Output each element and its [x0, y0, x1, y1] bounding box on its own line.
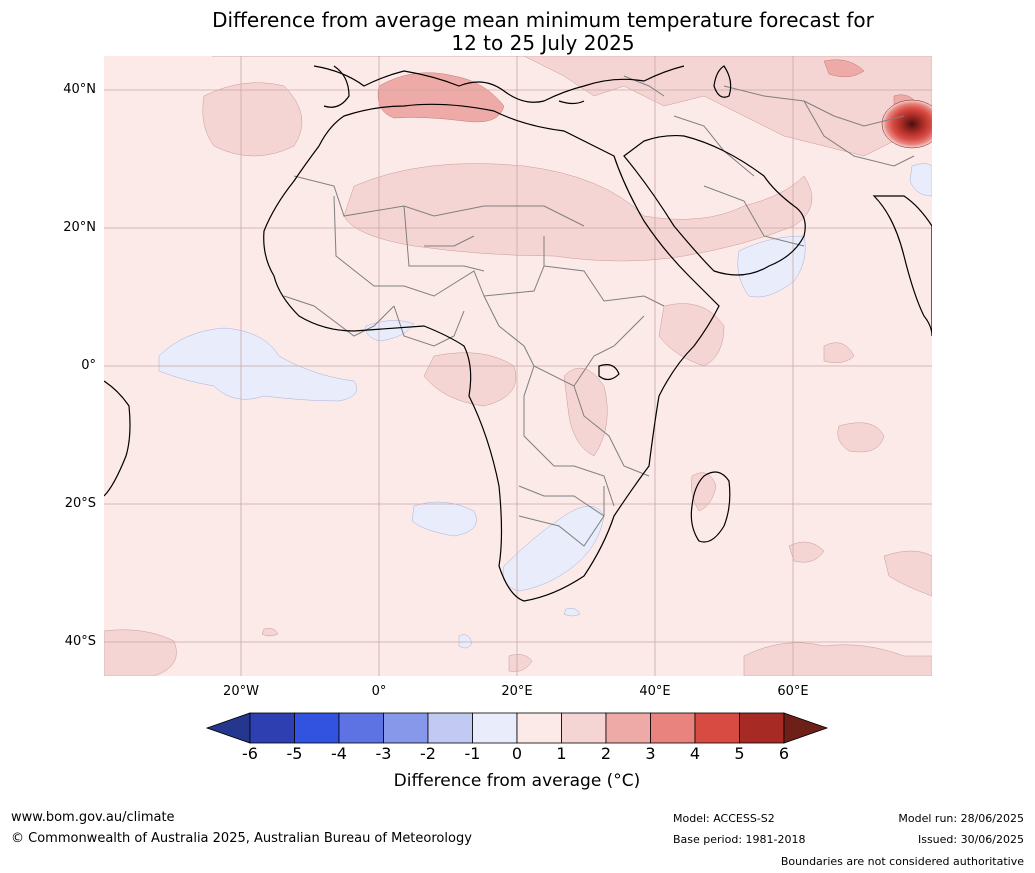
- lon-label-40e: 40°E: [639, 684, 671, 699]
- lat-label-0: 0°: [81, 358, 96, 373]
- lon-label-20e: 20°E: [501, 684, 533, 699]
- colorbar-tick-label: -3: [375, 744, 392, 763]
- graticule: [104, 56, 932, 676]
- colorbar-tick-label: 1: [556, 744, 567, 763]
- lon-label-0: 0°: [371, 684, 387, 699]
- colorbar-tick-label: 5: [734, 744, 745, 763]
- colorbar-segment: [561, 712, 607, 744]
- anomaly-minus-0-1-regions: [158, 163, 932, 649]
- lon-label-60e: 60°E: [777, 684, 809, 699]
- colorbar-tick-label: -4: [331, 744, 347, 763]
- colorbar-tick-label: -5: [286, 744, 303, 763]
- footer-model-run: Model run: 28/06/2025: [898, 812, 1024, 825]
- colorbar-segment: [383, 712, 429, 744]
- colorbar-segment: [516, 712, 562, 744]
- colorbar-segment: [739, 712, 785, 744]
- colorbar-tick-label: 2: [600, 744, 612, 763]
- lat-label-20s: 20°S: [64, 496, 96, 511]
- colorbar-tick-label: -1: [464, 744, 481, 763]
- coastlines: [104, 65, 932, 602]
- chart-title: Difference from average mean minimum tem…: [0, 9, 1035, 55]
- footer-url: www.bom.gov.au/climate: [11, 810, 175, 825]
- colorbar-tick-label: -6: [242, 744, 258, 763]
- colorbar-segment: [294, 712, 340, 744]
- colorbar-segment: [427, 712, 473, 744]
- colorbar-segment: [249, 712, 295, 744]
- colorbar-segment: [694, 712, 740, 744]
- colorbar-extend-high: [783, 712, 829, 744]
- colorbar-segment: [605, 712, 651, 744]
- forecast-map: [104, 56, 932, 676]
- country-borders: [283, 75, 915, 547]
- colorbar-tick-label: 6: [778, 744, 790, 763]
- footer-base-period: Base period: 1981-2018: [673, 833, 806, 846]
- colorbar-tick-label: 4: [689, 744, 701, 763]
- colorbar-tick-label: 0: [511, 744, 523, 763]
- colorbar-label: Difference from average (°C): [393, 771, 641, 791]
- colorbar-extend-low: [206, 712, 251, 744]
- lat-label-40s: 40°S: [64, 634, 96, 649]
- title-line-2: 12 to 25 July 2025: [451, 31, 635, 55]
- colorbar-segment: [338, 712, 384, 744]
- lon-label-20w: 20°W: [223, 684, 259, 699]
- footer-copyright: © Commonwealth of Australia 2025, Austra…: [11, 831, 472, 846]
- lat-label-20n: 20°N: [63, 220, 96, 235]
- colorbar-tick-label: -2: [420, 744, 436, 763]
- footer-disclaimer: Boundaries are not considered authoritat…: [780, 855, 1024, 868]
- colorbar-segment: [650, 712, 696, 744]
- colorbar-tick-label: 3: [645, 744, 656, 763]
- footer-model: Model: ACCESS-S2: [673, 812, 775, 825]
- anomaly-hotspot: [881, 99, 932, 149]
- colorbar: [206, 712, 829, 744]
- colorbar-segment: [472, 712, 518, 744]
- footer-issued: Issued: 30/06/2025: [917, 833, 1024, 846]
- lat-label-40n: 40°N: [63, 82, 96, 97]
- title-line-1: Difference from average mean minimum tem…: [212, 8, 874, 32]
